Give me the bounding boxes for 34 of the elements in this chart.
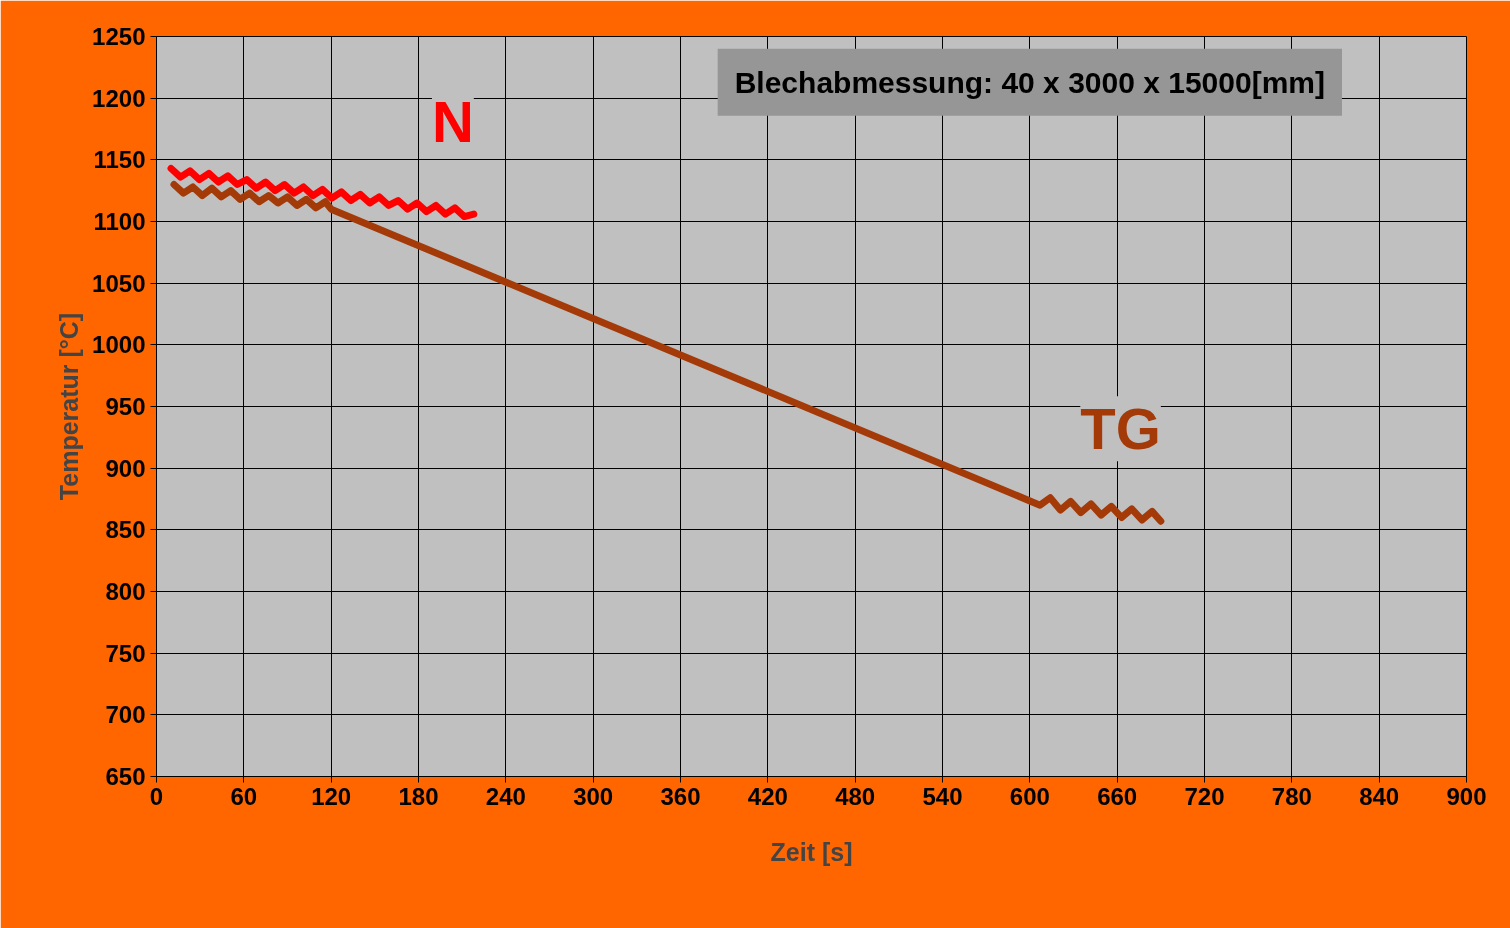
x-axis-title: Zeit [s]: [770, 837, 853, 866]
y-tick-label: 800: [105, 578, 146, 605]
y-tick-label: 1000: [92, 331, 146, 359]
x-tick-label: 600: [1009, 782, 1050, 810]
y-tick-label: 1150: [93, 146, 146, 174]
annotation: Blechabmessung: 40 x 3000 x 15000[mm]: [734, 65, 1325, 99]
y-tick-label: 750: [105, 639, 146, 667]
y-tick-label: 850: [105, 516, 146, 544]
x-tick-label: 360: [660, 782, 701, 810]
x-tick-label: 240: [485, 782, 526, 810]
x-tick-label: 0: [149, 782, 164, 810]
y-tick-label: 700: [105, 701, 146, 729]
x-tick-label: 720: [1184, 782, 1225, 810]
x-tick-label: 900: [1446, 782, 1487, 810]
y-tick-label: 1100: [93, 208, 146, 235]
y-tick-label: 1250: [92, 23, 146, 50]
x-tick-label: 180: [398, 782, 439, 810]
y-tick-label: 950: [105, 393, 146, 420]
x-tick-label: 780: [1271, 782, 1312, 810]
x-tick-label: 420: [747, 782, 788, 810]
y-tick-label: 1050: [92, 269, 146, 297]
y-tick-label: 900: [105, 454, 146, 482]
y-tick-label: 650: [105, 763, 146, 790]
x-tick-label: 840: [1359, 782, 1400, 810]
x-tick-label: 120: [311, 782, 352, 810]
y-tick-label: 1200: [92, 84, 146, 112]
series-label: N: [431, 89, 474, 155]
x-tick-label: 300: [573, 782, 614, 810]
x-tick-label: 480: [835, 782, 876, 810]
x-tick-label: 60: [230, 782, 258, 810]
series-label: TG: [1080, 396, 1161, 462]
x-tick-label: 660: [1097, 782, 1138, 810]
x-tick-label: 540: [922, 782, 963, 810]
y-axis-title: Temperatur [°C]: [55, 312, 84, 501]
